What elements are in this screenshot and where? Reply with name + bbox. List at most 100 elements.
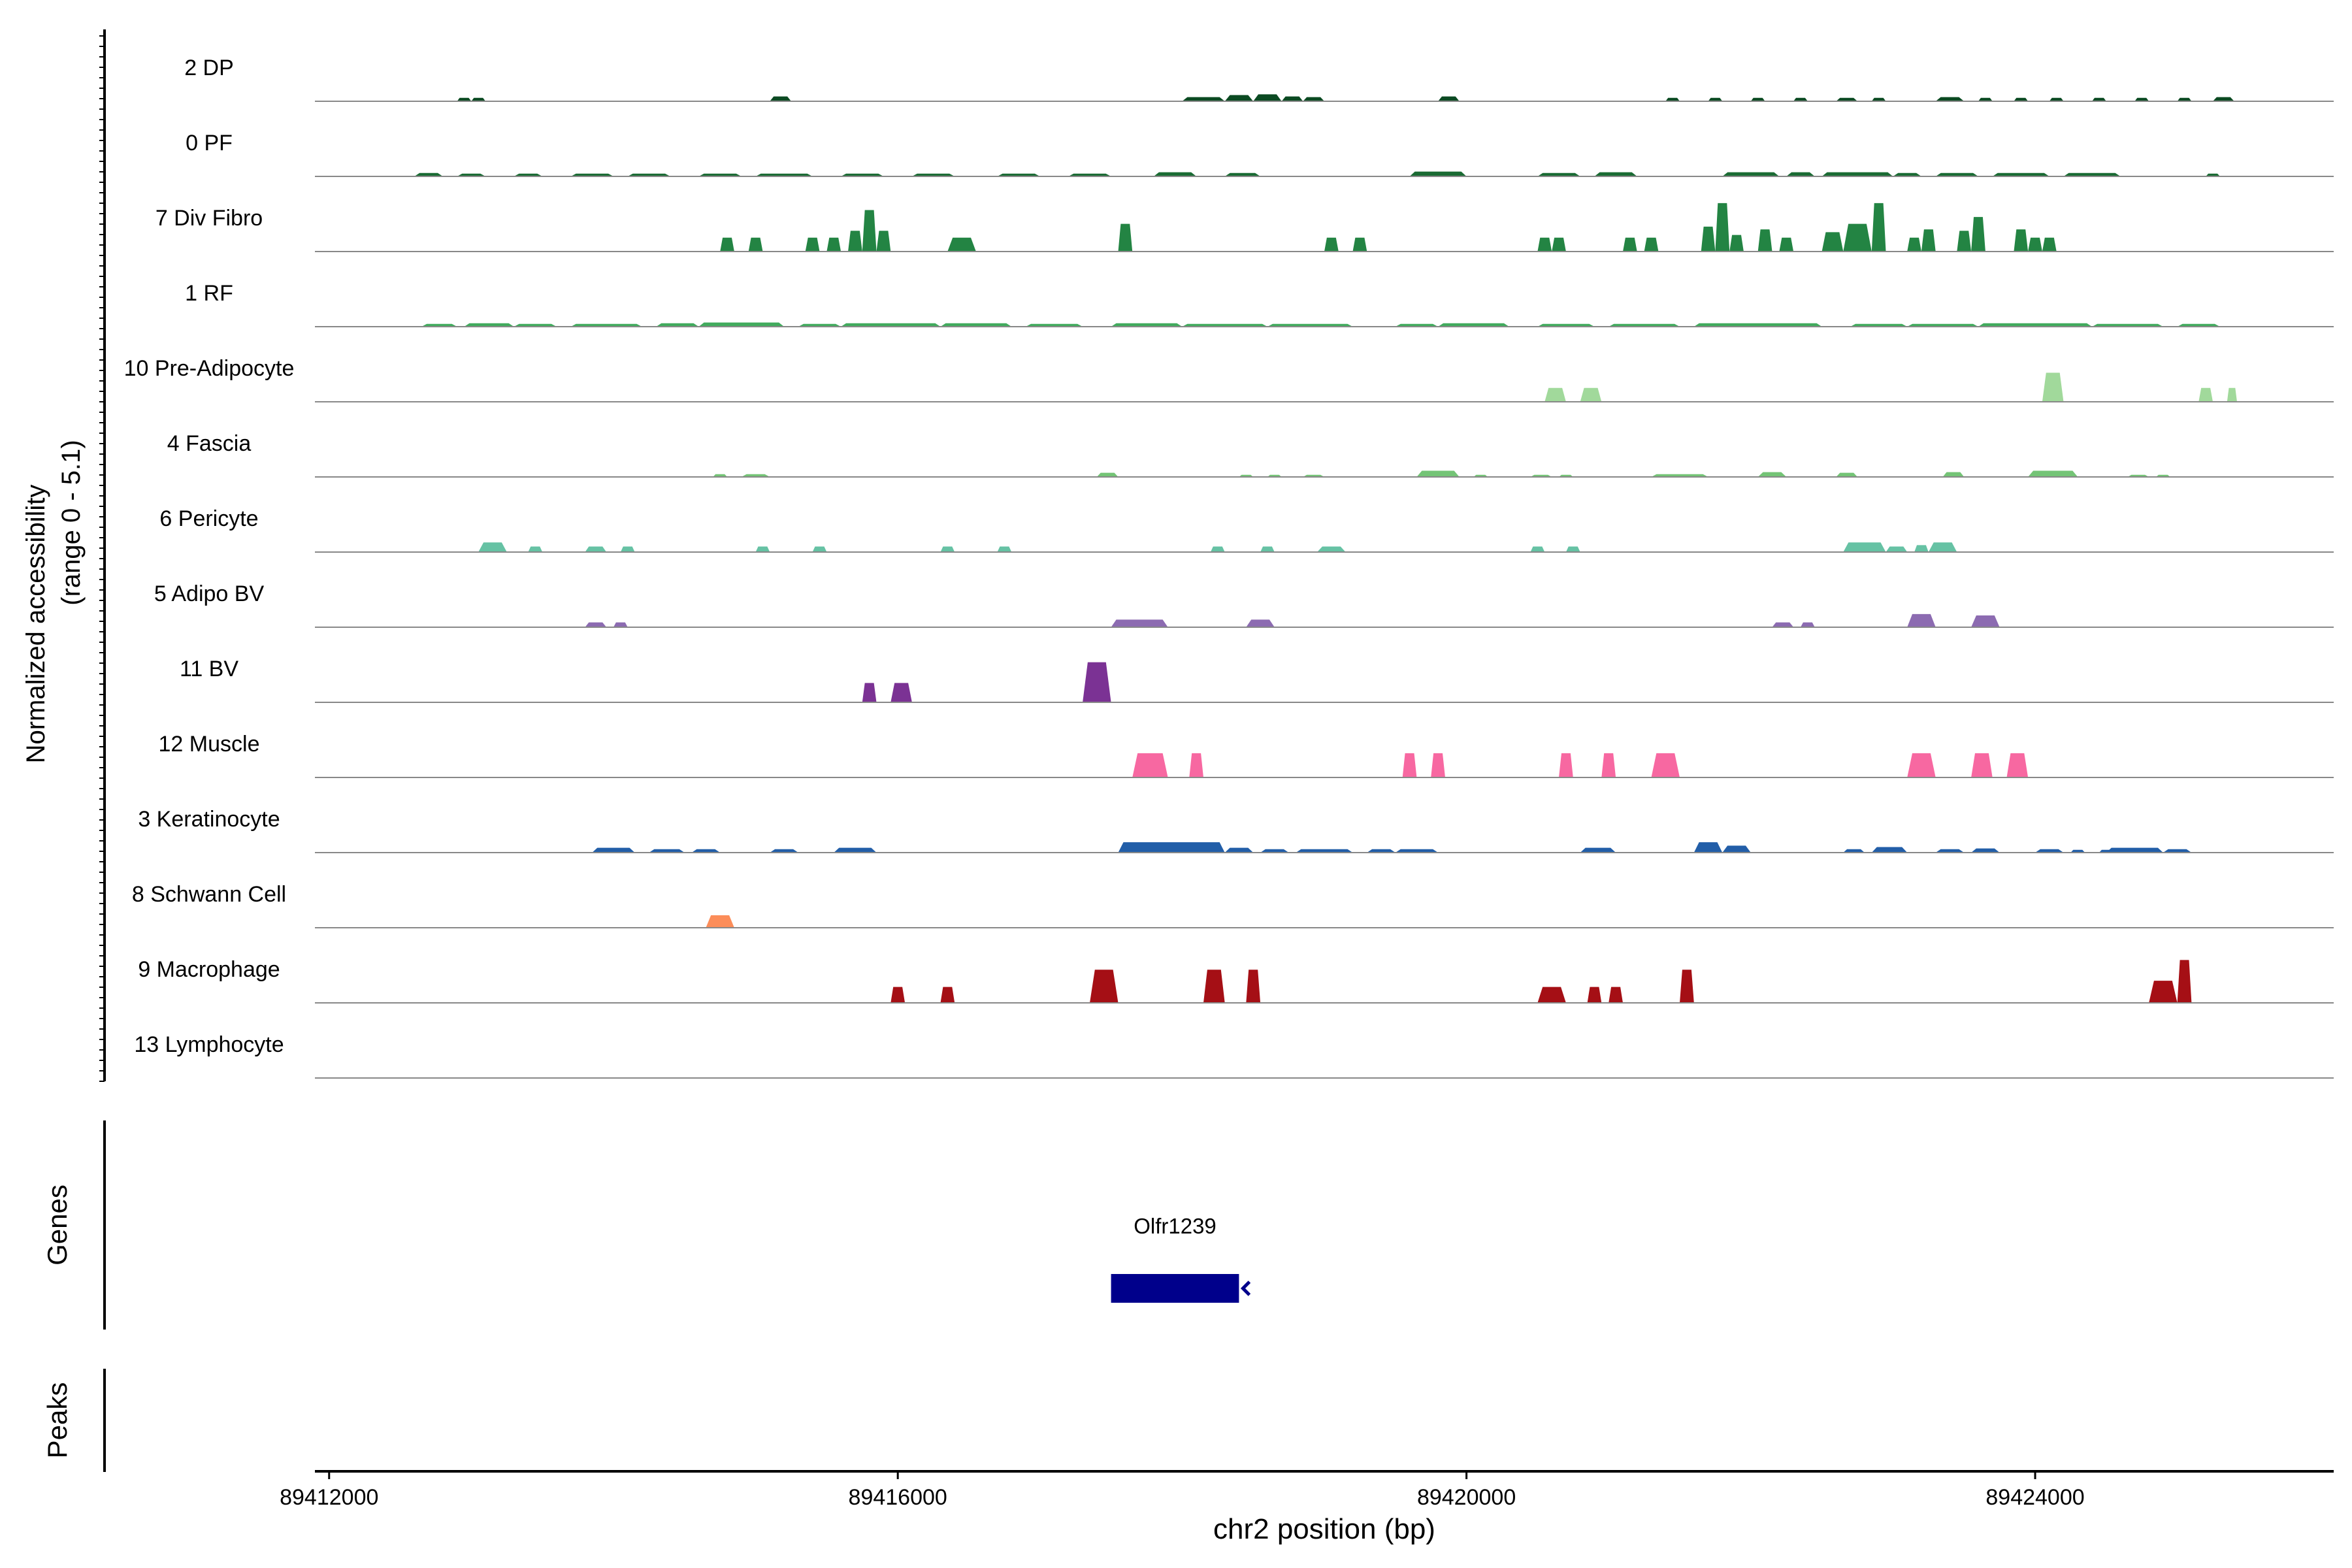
accessibility-peak xyxy=(1623,237,1637,252)
accessibility-peak xyxy=(1153,172,1197,176)
accessibility-peak xyxy=(414,172,443,176)
accessibility-peak xyxy=(1068,173,1111,176)
accessibility-peak xyxy=(1224,847,1254,853)
accessibility-peak xyxy=(471,97,486,101)
track-label: 1 RF xyxy=(185,281,233,306)
accessibility-peak xyxy=(1708,97,1723,101)
accessibility-peak xyxy=(834,847,877,853)
accessibility-peak xyxy=(1921,229,1936,252)
accessibility-peak xyxy=(457,97,472,101)
accessibility-peak xyxy=(1409,171,1467,176)
accessibility-peak xyxy=(1530,546,1545,552)
accessibility-peak xyxy=(528,546,543,552)
track-label: 3 Keratinocyte xyxy=(138,807,280,832)
accessibility-peak xyxy=(1203,970,1225,1003)
accessibility-peak xyxy=(620,546,635,552)
accessibility-peak xyxy=(2163,849,2192,853)
accessibility-peak xyxy=(1587,987,1602,1003)
accessibility-peak xyxy=(741,474,770,477)
accessibility-peak xyxy=(2035,849,2064,853)
genes-panel-label: Genes xyxy=(42,1184,73,1266)
genes-panel: Genes Olfr1239 xyxy=(42,1120,1251,1330)
accessibility-peak xyxy=(1609,323,1680,327)
accessibility-peak xyxy=(911,173,955,176)
accessibility-peak xyxy=(1118,223,1133,252)
track-2-dp: 2 DP xyxy=(184,56,2334,102)
accessibility-peak xyxy=(1779,237,1794,252)
track-8-schwann-cell: 8 Schwann Cell xyxy=(132,882,2334,928)
accessibility-peak xyxy=(1416,470,1460,477)
track-label: 12 Muscle xyxy=(159,732,260,757)
accessibility-peak xyxy=(841,173,884,176)
accessibility-peak xyxy=(2070,849,2085,853)
accessibility-peak xyxy=(890,683,912,702)
accessibility-peak xyxy=(1971,217,1985,252)
accessibility-peak xyxy=(2177,97,2192,101)
accessibility-peak xyxy=(1317,546,1346,552)
accessibility-peak xyxy=(1260,849,1289,853)
accessibility-peak xyxy=(1680,970,1694,1003)
accessibility-peak xyxy=(1132,753,1168,777)
accessibility-peak xyxy=(1971,753,1993,777)
accessibility-peak xyxy=(2149,981,2178,1003)
accessibility-peak xyxy=(1907,237,1921,252)
accessibility-peak xyxy=(1552,237,1566,252)
accessibility-peak xyxy=(862,210,877,252)
accessibility-peak xyxy=(755,546,770,552)
accessibility-peak xyxy=(2206,173,2220,176)
accessibility-peak xyxy=(1750,97,1765,101)
accessibility-peak xyxy=(1559,753,1573,777)
accessibility-peak xyxy=(1935,172,1978,176)
accessibility-peak xyxy=(1786,172,1815,176)
accessibility-peak xyxy=(1957,231,1972,252)
accessibility-peak xyxy=(2028,470,2078,477)
y-axis-label-line2: (range 0 - 5.1) xyxy=(57,440,86,605)
accessibility-peak xyxy=(1978,97,1993,101)
accessibility-peak xyxy=(1729,235,1744,252)
accessibility-peak xyxy=(826,237,841,252)
accessibility-peak xyxy=(1431,753,1445,777)
accessibility-peak xyxy=(2028,237,2042,252)
accessibility-peak xyxy=(1260,546,1275,552)
track-5-adipo-bv: 5 Adipo BV xyxy=(154,581,2334,628)
accessibility-peak xyxy=(1182,323,1267,327)
x-tick-label: 89420000 xyxy=(1417,1485,1516,1510)
accessibility-peak xyxy=(1224,172,1261,176)
accessibility-peak xyxy=(1580,387,1602,402)
accessibility-peak xyxy=(1537,172,1580,176)
accessibility-peak xyxy=(2134,97,2149,101)
track-label: 8 Schwann Cell xyxy=(132,882,286,907)
accessibility-peak xyxy=(1836,472,1857,477)
peaks-panel: Peaks xyxy=(42,1369,106,1472)
accessibility-peak xyxy=(1246,619,1275,627)
accessibility-peak xyxy=(2006,753,2029,777)
gene-body xyxy=(1111,1274,1239,1303)
accessibility-peak xyxy=(1886,546,1908,552)
track-13-lymphocyte: 13 Lymphocyte xyxy=(134,1032,2334,1079)
accessibility-peak xyxy=(585,622,607,627)
accessibility-peak xyxy=(1821,232,1844,252)
track-10-pre-adipocyte: 10 Pre-Adipocyte xyxy=(124,356,2334,402)
track-label: 2 DP xyxy=(184,56,234,80)
accessibility-peak xyxy=(1303,97,1324,101)
accessibility-peak xyxy=(613,622,628,627)
accessibility-peak xyxy=(691,849,721,853)
accessibility-peak xyxy=(1772,622,1794,627)
accessibility-peak xyxy=(748,237,763,252)
track-1-rf: 1 RF xyxy=(185,281,2334,327)
x-axis-label: chr2 position (bp) xyxy=(1213,1513,1435,1545)
peaks-panel-label: Peaks xyxy=(42,1382,73,1459)
accessibility-peak xyxy=(1601,753,1616,777)
accessibility-peak xyxy=(1821,172,1893,176)
accessibility-peak xyxy=(1843,849,1865,853)
x-tick-label: 89416000 xyxy=(849,1485,947,1510)
accessibility-peak xyxy=(997,546,1012,552)
accessibility-peak xyxy=(698,322,785,327)
accessibility-peak xyxy=(2042,237,2057,252)
accessibility-peak xyxy=(2106,847,2163,853)
accessibility-peak xyxy=(1757,472,1787,477)
track-label: 13 Lymphocyte xyxy=(134,1032,284,1057)
accessibility-peak xyxy=(1757,229,1772,252)
accessibility-peak xyxy=(1935,849,1965,853)
track-label: 7 Div Fibro xyxy=(155,206,263,231)
